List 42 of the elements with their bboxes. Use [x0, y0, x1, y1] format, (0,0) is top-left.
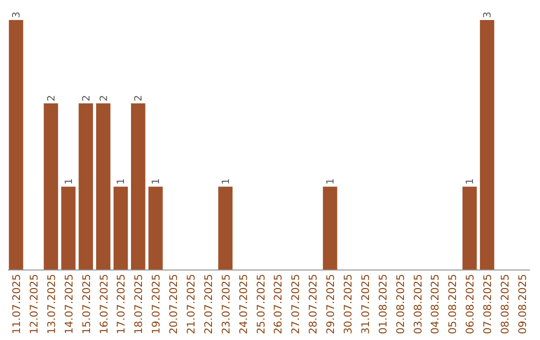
x-tick-label: 27.07.2025 — [290, 274, 302, 334]
x-tick-label: 17.07.2025 — [116, 274, 128, 334]
x-tick-label: 22.07.2025 — [202, 274, 215, 334]
x-tick-label: 13.07.2025 — [46, 274, 58, 334]
x-tick-label: 30.07.2025 — [342, 274, 355, 334]
x-tick-label: 25.07.2025 — [255, 274, 268, 334]
x-tick-label: 23.07.2025 — [220, 274, 232, 334]
x-tick-label: 24.07.2025 — [238, 274, 250, 334]
x-tick-label: 19.07.2025 — [150, 274, 163, 334]
x-tick-label: 20.07.2025 — [168, 274, 180, 334]
data-label: 1 — [116, 178, 128, 185]
x-tick-label: 02.08.2025 — [394, 274, 407, 334]
x-tick-label: 07.08.2025 — [482, 274, 494, 334]
x-tick-label: 15.07.2025 — [80, 274, 93, 334]
x-tick-label: 08.08.2025 — [500, 274, 512, 334]
x-tick-label: 28.07.2025 — [308, 274, 320, 334]
x-tick-label: 29.07.2025 — [325, 274, 338, 334]
data-label: 2 — [134, 94, 145, 102]
data-label: 1 — [64, 178, 75, 185]
data-label: 2 — [81, 94, 92, 102]
data-label: 1 — [326, 178, 337, 185]
data-label: 2 — [98, 94, 110, 102]
x-tick-label: 11.07.2025 — [11, 274, 24, 334]
data-label: 1 — [220, 178, 232, 185]
x-tick-label: 03.08.2025 — [412, 274, 424, 334]
x-tick-label: 04.08.2025 — [430, 274, 442, 334]
x-tick-label: 16.07.2025 — [98, 274, 110, 334]
data-label: 3 — [12, 12, 23, 18]
x-tick-label: 12.07.2025 — [28, 274, 40, 334]
x-tick-label: 14.07.2025 — [63, 274, 76, 334]
data-label: 3 — [482, 12, 494, 18]
x-tick-label: 31.07.2025 — [360, 274, 372, 334]
x-tick-label: 26.07.2025 — [272, 274, 285, 334]
x-tick-label: 06.08.2025 — [464, 274, 477, 334]
x-tick-label: 05.08.2025 — [447, 274, 460, 334]
x-tick-label: 01.08.2025 — [377, 274, 390, 334]
data-label: 1 — [465, 178, 476, 185]
x-tick-label: 21.07.2025 — [185, 274, 198, 334]
data-label: 1 — [151, 178, 162, 185]
x-tick-label: 18.07.2025 — [133, 274, 146, 334]
data-label: 2 — [46, 94, 58, 102]
x-tick-label: 09.08.2025 — [516, 274, 529, 334]
